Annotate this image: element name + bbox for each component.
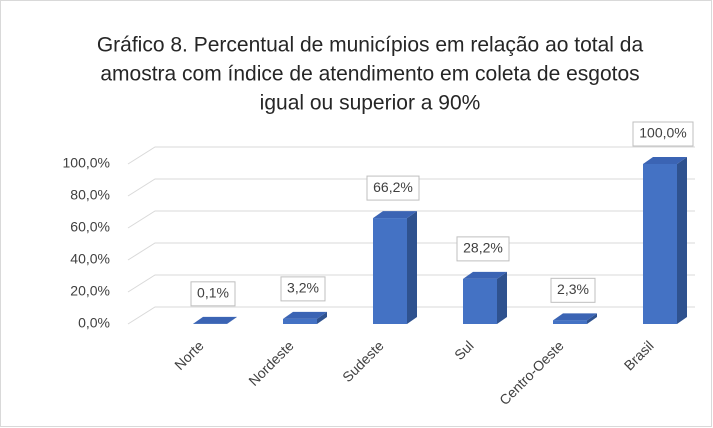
- bar-top: [643, 157, 687, 164]
- bar-top: [373, 211, 417, 219]
- bar: [373, 218, 407, 324]
- bar: [463, 278, 497, 324]
- data-label-box: [550, 277, 596, 303]
- data-label: 2,3%: [557, 281, 589, 297]
- y-tick-label: 20,0%: [70, 283, 110, 299]
- y-tick-label: 100,0%: [63, 155, 110, 171]
- y-tick-label: 80,0%: [70, 187, 110, 203]
- grid-line: [127, 242, 695, 261]
- y-tick-label: 60,0%: [70, 219, 110, 235]
- chart-title: amostra com índice de atendimento em col…: [100, 63, 639, 86]
- data-label-box: [280, 276, 326, 302]
- y-tick-label: 0,0%: [78, 315, 110, 331]
- data-label: 0,1%: [197, 285, 229, 301]
- bar-side: [497, 271, 507, 324]
- data-label-box: [632, 121, 694, 147]
- bar-top: [283, 311, 327, 319]
- data-label-box: [366, 175, 420, 201]
- bar-side: [317, 311, 327, 324]
- bar-top: [463, 271, 507, 279]
- bar-top: [193, 316, 237, 324]
- grid-line: [127, 274, 695, 293]
- grid-line: [127, 146, 695, 165]
- data-label: 28,2%: [463, 240, 503, 256]
- bar: [643, 164, 677, 324]
- grid-line: [127, 210, 695, 229]
- chart-title: Gráfico 8. Percentual de municípios em r…: [97, 34, 644, 57]
- y-tick-label: 40,0%: [70, 251, 110, 267]
- bar-top: [553, 313, 597, 321]
- data-label: 100,0%: [639, 125, 686, 141]
- bar-side: [227, 316, 237, 324]
- bar: [553, 320, 587, 324]
- data-label: 66,2%: [373, 179, 413, 195]
- chart-title: igual ou superior a 90%: [260, 92, 481, 115]
- bar-side: [677, 157, 687, 324]
- bar-side: [407, 211, 417, 324]
- grid-line: [127, 306, 695, 325]
- bar-side: [587, 313, 597, 324]
- bar: [283, 318, 317, 324]
- data-label-box: [190, 281, 236, 307]
- grid-line: [127, 178, 695, 197]
- data-label: 3,2%: [287, 280, 319, 296]
- data-label-box: [456, 236, 510, 262]
